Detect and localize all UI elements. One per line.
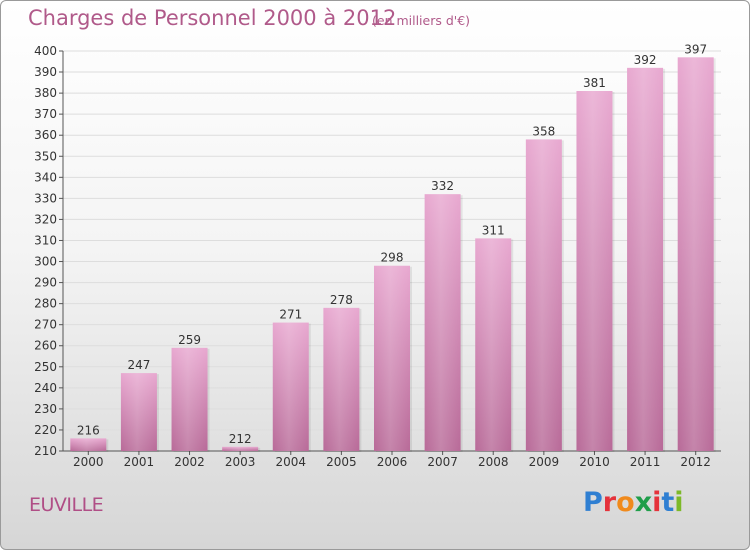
bar-highlight bbox=[677, 57, 714, 451]
bar-highlight bbox=[222, 446, 259, 451]
x-tick-label: 2011 bbox=[630, 455, 661, 469]
bar-highlight bbox=[171, 347, 208, 451]
data-label: 358 bbox=[532, 124, 555, 138]
y-tick-label: 210 bbox=[34, 444, 57, 458]
chart-subtitle: (en milliers d'€) bbox=[372, 13, 471, 28]
x-tick-label: 2006 bbox=[377, 455, 408, 469]
data-label: 216 bbox=[77, 423, 100, 437]
data-label: 397 bbox=[684, 42, 707, 56]
y-tick-label: 310 bbox=[34, 233, 57, 247]
data-label: 212 bbox=[229, 432, 252, 446]
bar-highlight bbox=[424, 194, 461, 451]
data-label: 259 bbox=[178, 333, 201, 347]
bar-highlight bbox=[627, 67, 664, 451]
data-label: 247 bbox=[127, 358, 150, 372]
chart-title: Charges de Personnel 2000 à 2012 bbox=[28, 6, 397, 30]
bar-highlight bbox=[323, 307, 360, 451]
x-tick-label: 2004 bbox=[275, 455, 306, 469]
bars bbox=[70, 57, 716, 452]
y-tick-label: 220 bbox=[34, 423, 57, 437]
y-tick-label: 390 bbox=[34, 65, 57, 79]
x-tick-label: 2007 bbox=[427, 455, 458, 469]
y-tick-label: 300 bbox=[34, 255, 57, 269]
bar-highlight bbox=[70, 438, 107, 451]
data-label: 298 bbox=[381, 251, 404, 265]
x-tick-label: 2003 bbox=[225, 455, 256, 469]
y-tick-label: 260 bbox=[34, 339, 57, 353]
x-tick-label: 2008 bbox=[478, 455, 509, 469]
bar-highlight bbox=[475, 238, 512, 451]
bar-highlight bbox=[525, 139, 562, 451]
data-label: 311 bbox=[482, 223, 505, 237]
y-tick-label: 400 bbox=[34, 44, 57, 58]
y-tick-label: 280 bbox=[34, 297, 57, 311]
proxiti-logo[interactable]: Proxiti bbox=[583, 487, 684, 518]
data-labels: 216 247 259 212 271 278 298 332 311 358 381 392 397 bbox=[77, 42, 707, 445]
bar-highlight bbox=[272, 322, 309, 451]
y-tick-label: 370 bbox=[34, 107, 57, 121]
y-tick-label: 350 bbox=[34, 149, 57, 163]
y-tick-label: 290 bbox=[34, 276, 57, 290]
axes: 210 220 230 240 250 260 270 280 290 300 310 320 330 3… bbox=[34, 44, 721, 469]
commune-name: EUVILLE bbox=[29, 494, 104, 516]
y-tick-label: 240 bbox=[34, 381, 57, 395]
y-tick-label: 340 bbox=[34, 170, 57, 184]
data-label: 381 bbox=[583, 76, 606, 90]
y-tick-label: 320 bbox=[34, 212, 57, 226]
data-label: 392 bbox=[634, 53, 657, 67]
data-label: 278 bbox=[330, 293, 353, 307]
y-tick-label: 360 bbox=[34, 128, 57, 142]
x-tick-label: 2001 bbox=[124, 455, 155, 469]
y-tick-label: 250 bbox=[34, 360, 57, 374]
x-tick-label: 2012 bbox=[680, 455, 711, 469]
x-tick-label: 2009 bbox=[529, 455, 560, 469]
bar-highlight bbox=[374, 265, 410, 451]
x-tick-label: 2005 bbox=[326, 455, 357, 469]
y-tick-label: 330 bbox=[34, 191, 57, 205]
data-label: 332 bbox=[431, 179, 454, 193]
y-tick-label: 270 bbox=[34, 318, 57, 332]
y-tick-label: 230 bbox=[34, 402, 57, 416]
x-tick-label: 2010 bbox=[579, 455, 610, 469]
y-tick-label: 380 bbox=[34, 86, 57, 100]
bar-highlight bbox=[120, 373, 157, 451]
bar-highlight bbox=[576, 91, 613, 451]
x-tick-label: 2000 bbox=[73, 455, 104, 469]
x-tick-label: 2002 bbox=[174, 455, 205, 469]
data-label: 271 bbox=[279, 308, 302, 322]
